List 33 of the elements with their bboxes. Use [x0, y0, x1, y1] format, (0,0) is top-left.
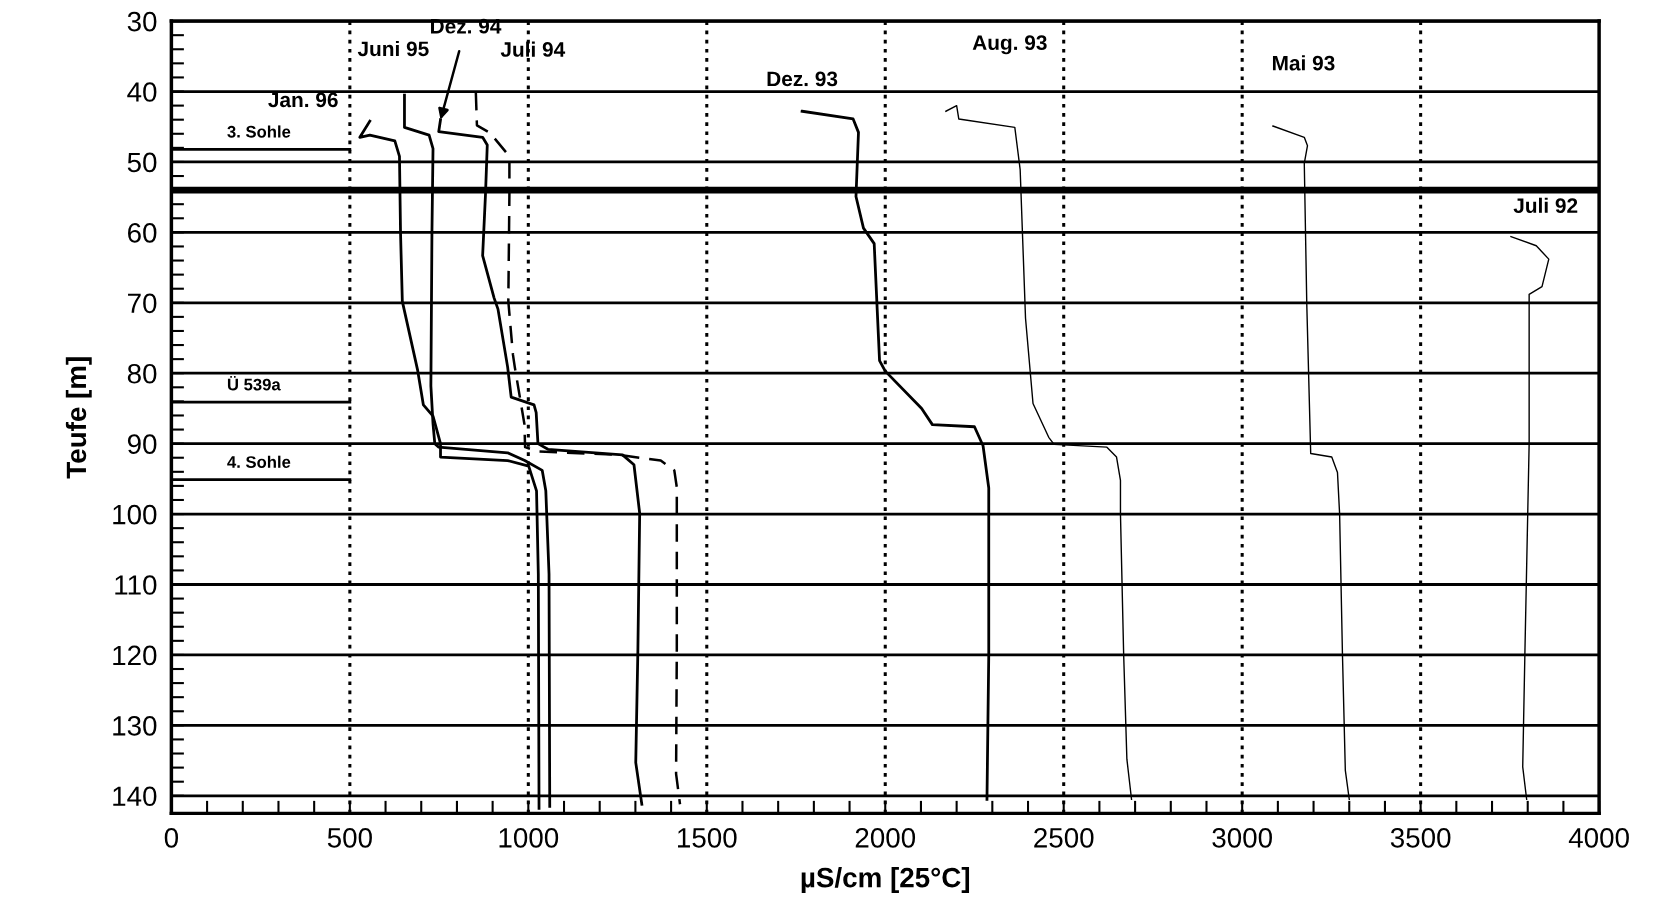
y-tick-label: 100	[113, 504, 157, 525]
y-tick-label: 90	[127, 434, 157, 454]
y-tick-label: 50	[127, 152, 157, 173]
x-tick-label: 3000	[1212, 828, 1272, 848]
y-tick-label: 130	[113, 716, 157, 736]
y-tick-label: 60	[128, 223, 157, 243]
y-tick-label: 70	[128, 293, 157, 314]
x-tick-label: 3500	[1390, 828, 1451, 848]
y-tick-label: 40	[127, 82, 157, 102]
series-label: Juli 92	[1513, 197, 1578, 214]
y-tick-label: 140	[113, 786, 157, 807]
series-label: Ü 539a	[227, 376, 281, 391]
x-axis-title: µS/cm [25°C]	[801, 867, 970, 893]
x-tick-label: 500	[327, 828, 372, 848]
x-tick-label: 0	[164, 828, 179, 848]
y-tick-label: 110	[115, 575, 157, 595]
series-label: Dez. 93	[767, 71, 838, 87]
text: Aug. 93	[972, 35, 1047, 55]
y-tick-label: 80	[127, 363, 157, 384]
y-axis-title: Teufe [m]	[65, 357, 92, 479]
x-tick-label: 2000	[855, 828, 916, 848]
series-label: 3. Sohle	[227, 125, 291, 138]
y-tick-label: 120	[113, 645, 157, 666]
text: Juli 94	[500, 41, 566, 57]
x-tick-label: 1500	[678, 828, 737, 848]
text: Mai 93	[1272, 55, 1335, 71]
x-tick-label: 4000	[1568, 828, 1629, 848]
x-tick-label: 2500	[1034, 828, 1094, 848]
series-label: 4. Sohle	[227, 455, 291, 468]
y-tick-label: 30	[127, 11, 157, 32]
text: Juni 95	[357, 40, 429, 57]
x-tick-label: 1000	[499, 828, 559, 848]
series-label: Jan. 96	[268, 92, 338, 108]
